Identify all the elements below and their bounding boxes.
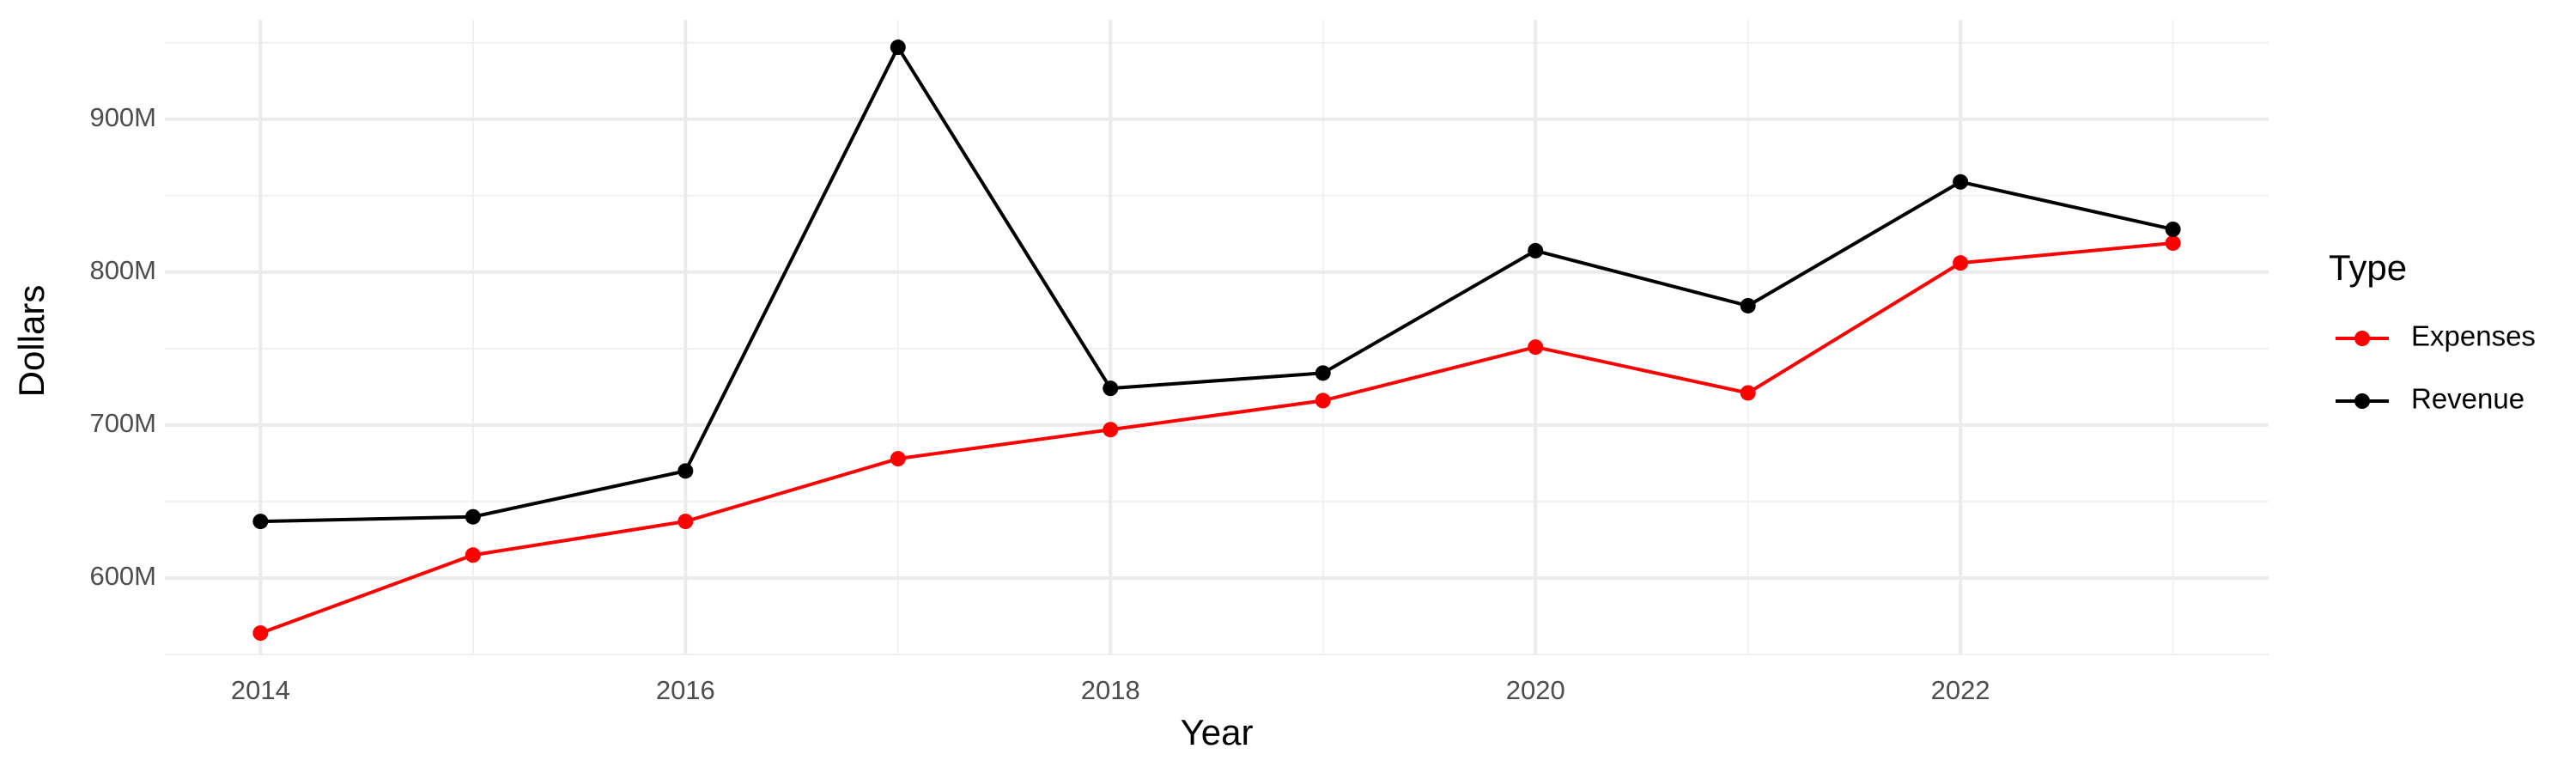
- series-line: [259, 240, 2173, 635]
- data-point: [2165, 221, 2181, 237]
- data-point: [465, 508, 481, 525]
- data-point: [677, 463, 694, 479]
- data-point: [252, 514, 269, 530]
- data-point: [1315, 365, 1331, 381]
- data-point: [1953, 255, 1969, 271]
- y-tick-label: 800M: [89, 255, 156, 285]
- data-point: [2165, 234, 2181, 251]
- x-tick-label: 2018: [1081, 675, 1140, 705]
- data-point: [1528, 339, 1544, 356]
- y-tick-label: 900M: [89, 102, 156, 132]
- legend-key-point: [2354, 331, 2370, 346]
- data-point: [1528, 242, 1544, 259]
- x-axis-title: Year: [1181, 712, 1254, 752]
- x-tick-label: 2022: [1931, 675, 1990, 705]
- data-point: [1103, 422, 1119, 438]
- series-line: [260, 43, 2174, 524]
- data-point: [890, 40, 906, 56]
- x-tick-label: 2020: [1506, 675, 1565, 705]
- data-point: [252, 625, 269, 642]
- x-tick-label: 2014: [231, 675, 290, 705]
- data-point: [1953, 173, 1969, 190]
- legend-label: Expenses: [2411, 320, 2536, 352]
- data-point: [1740, 297, 1756, 313]
- data-point: [1740, 385, 1756, 401]
- data-point: [1103, 380, 1119, 397]
- x-tick-label: 2016: [656, 675, 715, 705]
- legend-title: Type: [2329, 247, 2407, 288]
- legend-key-point: [2354, 393, 2370, 409]
- legend-label: Revenue: [2411, 383, 2524, 415]
- y-axis-title: Dollars: [11, 285, 52, 398]
- data-point: [890, 451, 906, 467]
- data-point: [465, 547, 481, 563]
- data-point: [1315, 393, 1331, 409]
- y-tick-label: 600M: [89, 561, 156, 591]
- data-point: [677, 514, 694, 530]
- y-tick-label: 700M: [89, 408, 156, 438]
